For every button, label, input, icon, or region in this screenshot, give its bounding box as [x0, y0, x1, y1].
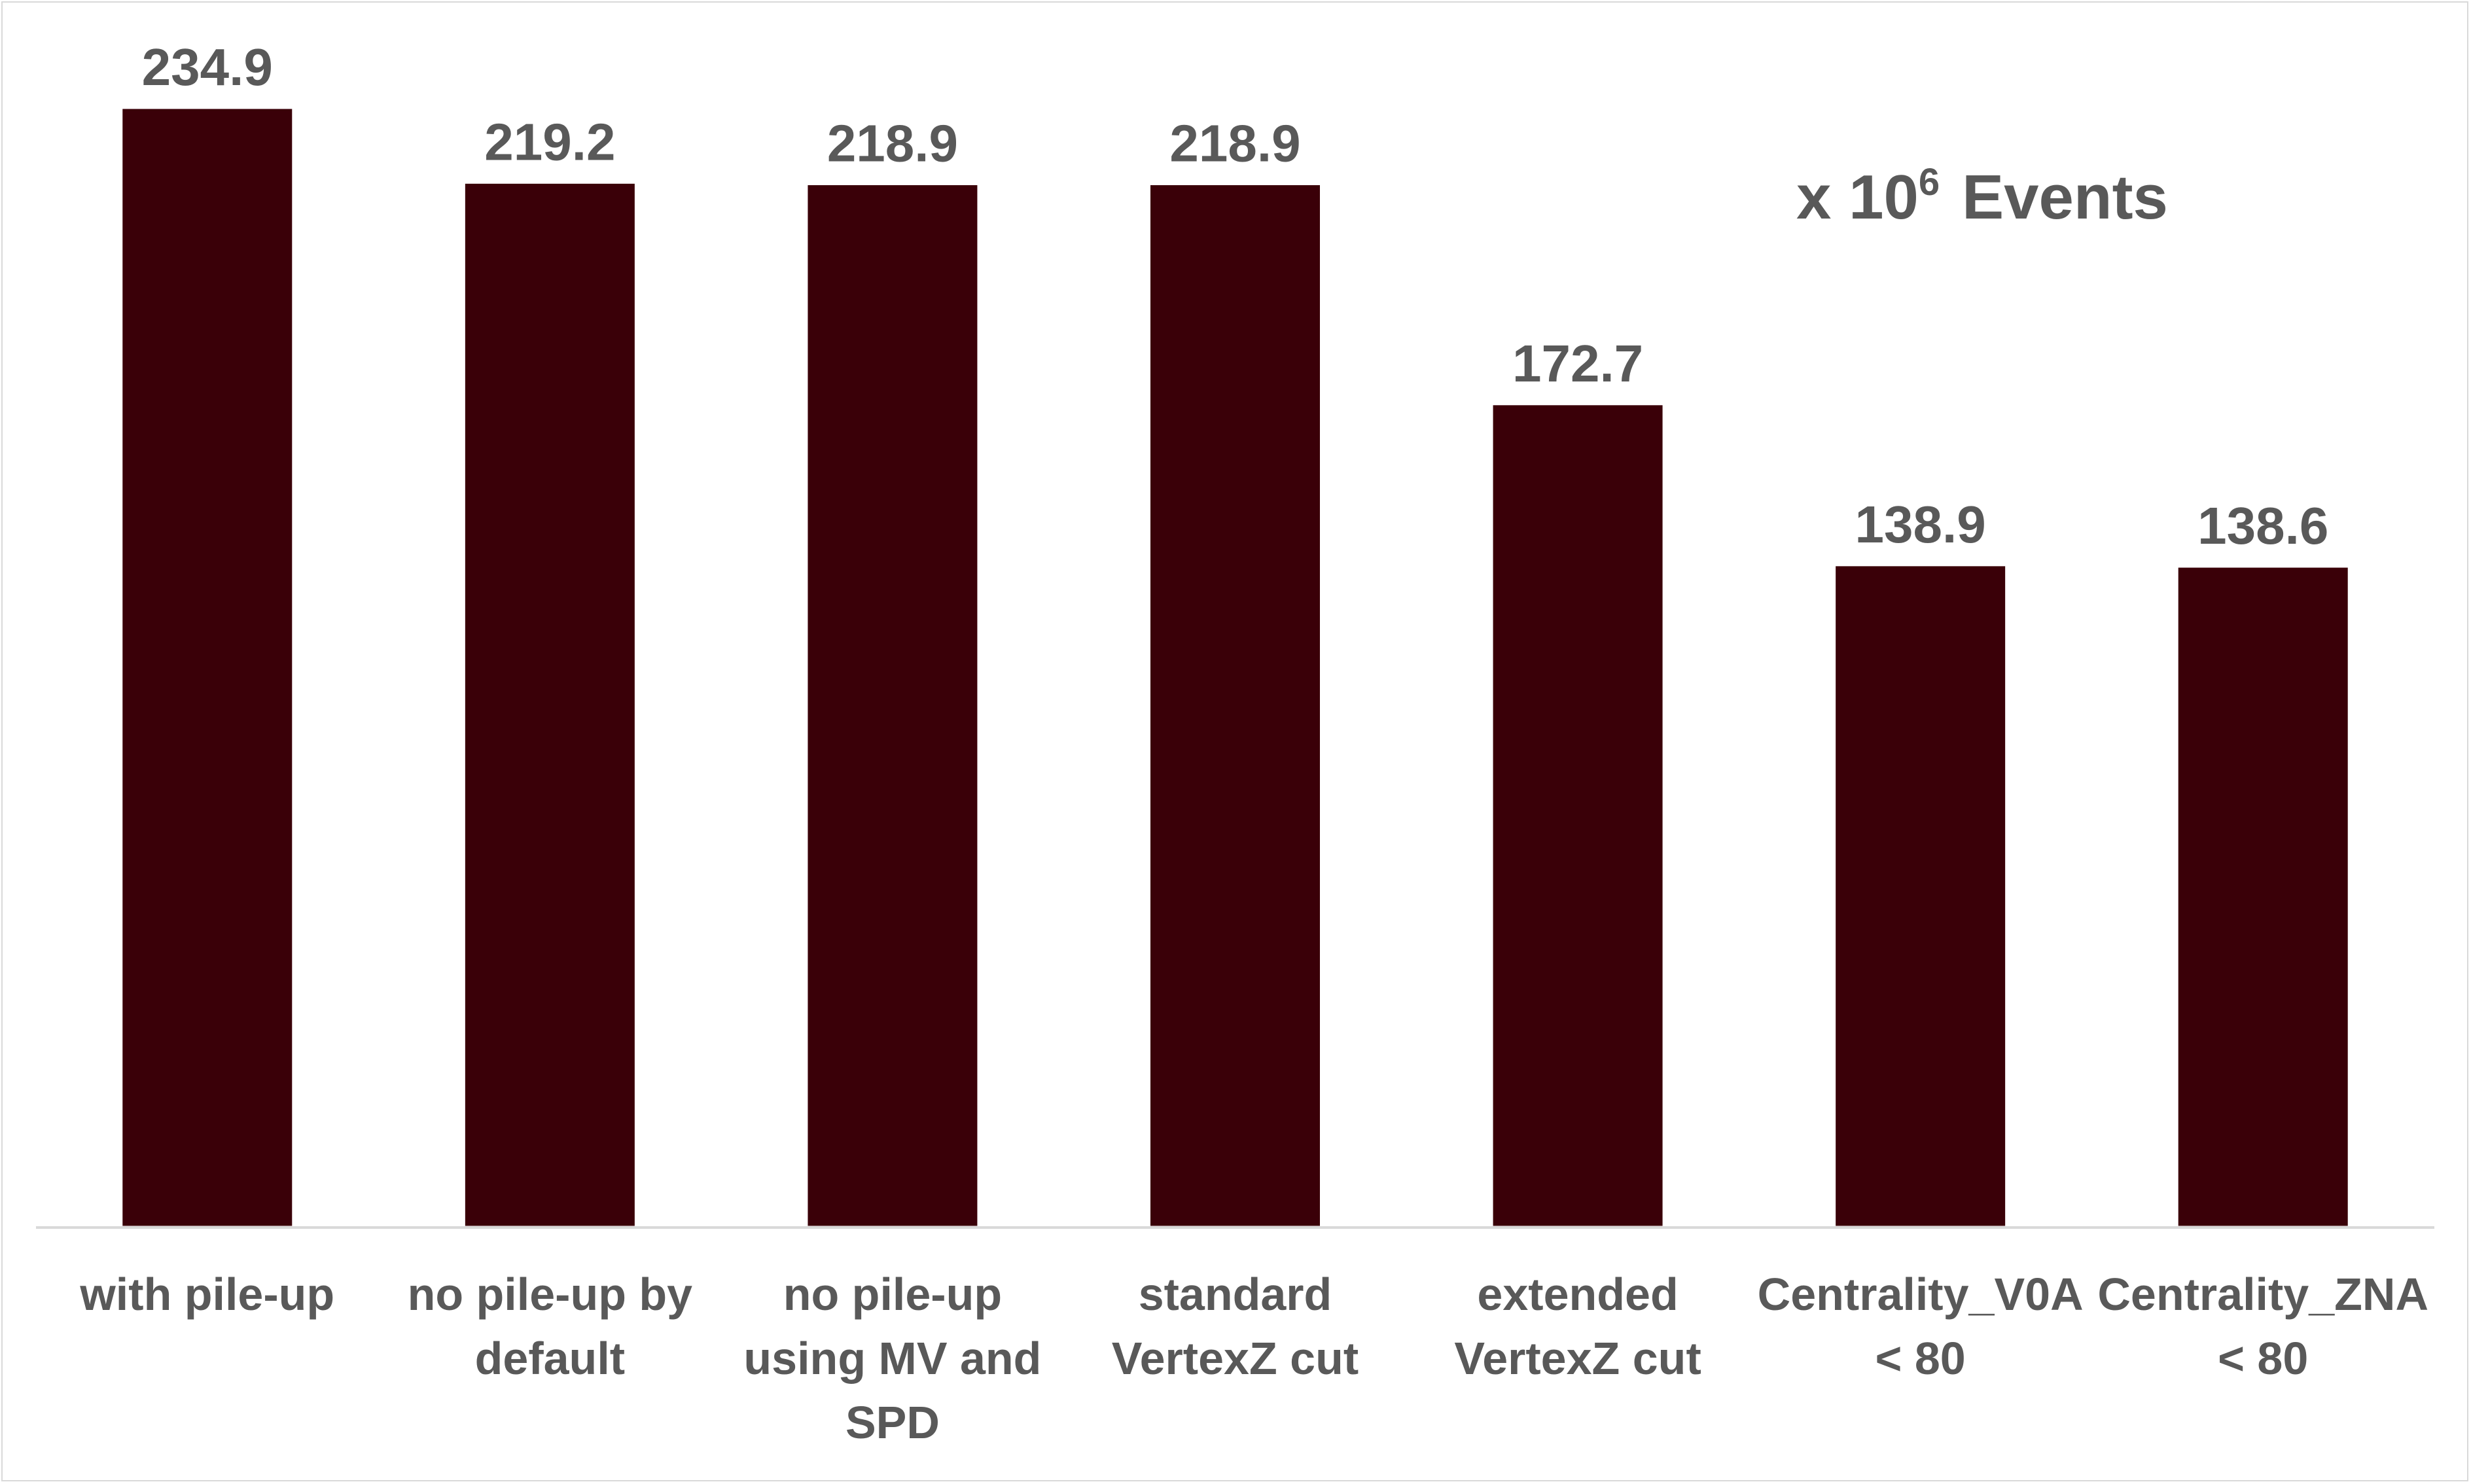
value-label-2: 219.2	[484, 113, 615, 171]
bar-1	[120, 107, 294, 1228]
bar-3	[806, 183, 980, 1228]
category-label-line: < 80	[2218, 1333, 2308, 1384]
category-label-4: standard VertexZ cut	[1112, 1269, 1359, 1384]
category-label-line: Centrality_ZNA	[2097, 1269, 2428, 1320]
category-label-line: extended	[1477, 1269, 1678, 1320]
unit-superscript: 6	[1919, 161, 1940, 203]
unit-annotation: x 106 Events	[1796, 161, 2168, 232]
category-label-2: no pile-up by default	[408, 1269, 693, 1384]
category-label-line: standard	[1139, 1269, 1332, 1320]
value-label-1: 234.9	[142, 38, 273, 96]
value-labels: 234.9 219.2 218.9 218.9 172.7 138.9 138.6	[142, 38, 2329, 555]
category-label-line: < 80	[1875, 1333, 1966, 1384]
category-label-line: default	[475, 1333, 625, 1384]
value-label-3: 218.9	[827, 114, 958, 172]
category-label-line: VertexZ cut	[1112, 1333, 1359, 1384]
category-label-line: with pile-up	[79, 1269, 334, 1320]
bar-7	[2176, 565, 2350, 1228]
category-label-line: SPD	[845, 1397, 940, 1448]
unit-prefix: x 10	[1796, 162, 1919, 232]
bar-4	[1148, 183, 1322, 1228]
category-label-7: Centrality_ZNA < 80	[2097, 1269, 2428, 1384]
category-label-6: Centrality_V0A < 80	[1758, 1269, 2084, 1384]
category-label-line: using MV and	[743, 1333, 1041, 1384]
bar-2	[463, 181, 637, 1228]
category-label-1: with pile-up	[79, 1269, 334, 1320]
value-label-7: 138.6	[2197, 497, 2328, 555]
category-label-line: VertexZ cut	[1454, 1333, 1701, 1384]
bar-6	[1834, 564, 2008, 1228]
category-label-5: extended VertexZ cut	[1454, 1269, 1701, 1384]
bar-5	[1491, 403, 1665, 1228]
value-label-5: 172.7	[1512, 334, 1643, 393]
category-label-3: no pile-up using MV and SPD	[743, 1269, 1041, 1448]
value-label-6: 138.9	[1855, 495, 1986, 554]
category-label-line: no pile-up by	[408, 1269, 693, 1320]
category-label-line: Centrality_V0A	[1758, 1269, 2084, 1320]
category-label-line: no pile-up	[783, 1269, 1002, 1320]
value-label-4: 218.9	[1169, 114, 1300, 172]
bars	[120, 107, 2350, 1228]
unit-suffix: Events	[1962, 162, 2168, 232]
